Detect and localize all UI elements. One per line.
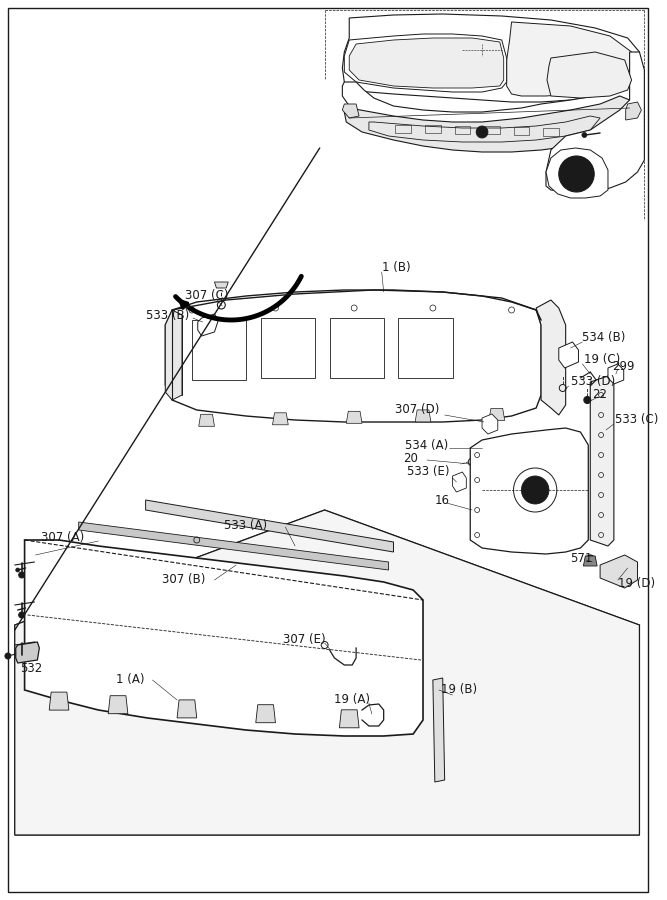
Polygon shape bbox=[25, 540, 423, 736]
Circle shape bbox=[582, 132, 587, 138]
Polygon shape bbox=[344, 34, 507, 92]
Text: 19 (D): 19 (D) bbox=[618, 578, 655, 590]
Text: 533 (C): 533 (C) bbox=[615, 413, 658, 427]
Circle shape bbox=[522, 476, 549, 504]
Polygon shape bbox=[197, 314, 218, 336]
Polygon shape bbox=[415, 410, 431, 422]
Text: 307 (B): 307 (B) bbox=[162, 573, 205, 587]
Polygon shape bbox=[145, 500, 394, 552]
Polygon shape bbox=[546, 148, 608, 198]
Text: 534 (B): 534 (B) bbox=[582, 331, 626, 345]
Polygon shape bbox=[433, 678, 445, 782]
Polygon shape bbox=[165, 310, 182, 400]
Polygon shape bbox=[590, 376, 614, 546]
Text: 1 (A): 1 (A) bbox=[116, 673, 145, 687]
Polygon shape bbox=[79, 522, 389, 570]
Polygon shape bbox=[452, 472, 466, 492]
Polygon shape bbox=[547, 52, 632, 98]
Circle shape bbox=[476, 126, 488, 138]
Polygon shape bbox=[255, 705, 275, 723]
Polygon shape bbox=[165, 290, 541, 422]
Circle shape bbox=[572, 170, 580, 178]
Text: 19 (B): 19 (B) bbox=[441, 683, 477, 697]
Text: 533 (B): 533 (B) bbox=[145, 309, 189, 321]
Polygon shape bbox=[340, 710, 359, 728]
Text: 16: 16 bbox=[435, 493, 450, 507]
Polygon shape bbox=[600, 555, 638, 588]
Text: 532: 532 bbox=[19, 662, 42, 674]
Polygon shape bbox=[342, 104, 359, 118]
Polygon shape bbox=[559, 342, 578, 368]
Circle shape bbox=[19, 572, 25, 578]
Polygon shape bbox=[507, 22, 632, 96]
Text: 19 (A): 19 (A) bbox=[334, 694, 370, 706]
Polygon shape bbox=[108, 696, 128, 714]
Polygon shape bbox=[344, 96, 630, 152]
Circle shape bbox=[16, 568, 19, 572]
Circle shape bbox=[19, 612, 25, 618]
Text: 22: 22 bbox=[592, 388, 607, 400]
Text: 20: 20 bbox=[404, 452, 418, 464]
Text: 533 (A): 533 (A) bbox=[224, 518, 267, 532]
Polygon shape bbox=[546, 52, 644, 192]
Text: 307 (A): 307 (A) bbox=[41, 532, 85, 544]
Circle shape bbox=[5, 653, 11, 659]
Text: 307 (E): 307 (E) bbox=[283, 634, 326, 646]
Polygon shape bbox=[273, 413, 288, 425]
Polygon shape bbox=[342, 82, 630, 136]
Polygon shape bbox=[199, 414, 215, 427]
Polygon shape bbox=[482, 414, 498, 434]
Text: 19 (C): 19 (C) bbox=[584, 354, 620, 366]
Polygon shape bbox=[350, 38, 504, 88]
Polygon shape bbox=[16, 642, 39, 663]
Polygon shape bbox=[15, 510, 640, 835]
Text: 1 (B): 1 (B) bbox=[382, 262, 410, 274]
Text: 533 (E): 533 (E) bbox=[408, 465, 450, 479]
Circle shape bbox=[19, 652, 25, 658]
Polygon shape bbox=[480, 440, 494, 462]
Polygon shape bbox=[489, 409, 505, 420]
Polygon shape bbox=[626, 102, 642, 120]
Polygon shape bbox=[346, 411, 362, 423]
Circle shape bbox=[586, 555, 595, 565]
Text: 299: 299 bbox=[612, 359, 634, 373]
Polygon shape bbox=[470, 428, 588, 554]
Circle shape bbox=[584, 397, 591, 403]
Polygon shape bbox=[15, 510, 640, 835]
Polygon shape bbox=[608, 364, 624, 384]
Text: 307 (D): 307 (D) bbox=[396, 403, 440, 417]
Polygon shape bbox=[215, 282, 228, 288]
Circle shape bbox=[559, 156, 594, 192]
Polygon shape bbox=[177, 700, 197, 718]
Polygon shape bbox=[49, 692, 69, 710]
Circle shape bbox=[567, 164, 586, 184]
Polygon shape bbox=[342, 14, 640, 102]
Text: 571: 571 bbox=[570, 552, 593, 564]
Polygon shape bbox=[584, 556, 597, 566]
Text: 307 (C): 307 (C) bbox=[185, 289, 229, 302]
Polygon shape bbox=[536, 300, 566, 415]
Text: 534 (A): 534 (A) bbox=[406, 438, 449, 452]
Text: 533 (D): 533 (D) bbox=[570, 375, 615, 389]
